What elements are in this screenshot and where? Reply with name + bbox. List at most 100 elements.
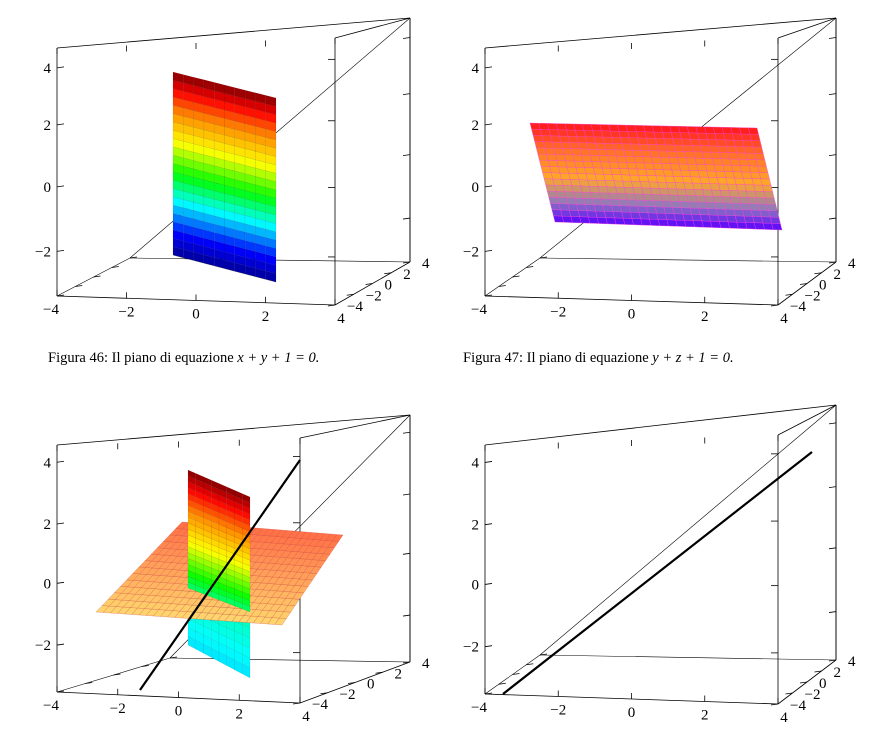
fig48-y-tick-label: 4 bbox=[422, 656, 430, 672]
fig46-x-tick-label: −4 bbox=[43, 302, 59, 318]
fig46-z-tick-label: 2 bbox=[44, 118, 52, 134]
fig47-x-tick-label: 2 bbox=[701, 309, 709, 325]
fig46-z-tick-label: 0 bbox=[44, 180, 52, 196]
fig48-horizontal-surface-cell bbox=[332, 534, 344, 542]
fig48-y-tick-label: 0 bbox=[367, 677, 375, 693]
fig47-x-tick-label: −2 bbox=[550, 304, 566, 320]
fig46-y-tick-back bbox=[111, 266, 119, 268]
fig49-y-tick bbox=[770, 703, 779, 706]
fig47-box-edge bbox=[484, 17, 837, 49]
fig48-z-tick-back bbox=[402, 614, 411, 617]
fig47-x-tick-label: 0 bbox=[628, 307, 636, 323]
fig46-surface-cell bbox=[265, 95, 277, 107]
fig48-x-tick-label: −4 bbox=[43, 698, 59, 714]
fig48-box-edge bbox=[169, 657, 411, 663]
fig48-x-tick-label: −2 bbox=[110, 701, 126, 717]
fig49-z-tick-label: −2 bbox=[463, 640, 479, 656]
fig46-y-tick-label: 0 bbox=[385, 278, 393, 294]
fig47-y-tick-back bbox=[498, 285, 506, 287]
fig49-y-tick-label: 4 bbox=[848, 654, 856, 670]
fig49-z-tick bbox=[484, 461, 493, 463]
fig47-surface-cell bbox=[763, 191, 775, 199]
fig46-x-tick-label: −2 bbox=[119, 304, 135, 320]
fig46-z-tick bbox=[56, 123, 65, 126]
fig47-y-tick-back bbox=[526, 266, 534, 268]
fig46-y-tick-label: −4 bbox=[347, 299, 363, 315]
fig47-surface-cell bbox=[766, 204, 778, 212]
fig48-y-tick-label: −4 bbox=[312, 697, 328, 713]
fig46-z-tick-back bbox=[402, 93, 411, 96]
fig48-y-tick-label: 2 bbox=[395, 666, 403, 682]
fig47-box-edge bbox=[539, 257, 837, 263]
fig49-box-edge bbox=[777, 404, 837, 436]
figure-47-caption: Figura 47: Il piano di equazione y + z +… bbox=[463, 350, 734, 367]
fig47-z-tick-label: 4 bbox=[472, 61, 480, 77]
fig46-y-tick-back bbox=[129, 256, 138, 259]
fig46-y-tick-label: 2 bbox=[403, 267, 411, 283]
fig48-z-tick-label: −2 bbox=[35, 638, 51, 654]
fig48-z-tick-label: 0 bbox=[44, 576, 52, 592]
fig48-intersection-line bbox=[139, 459, 301, 691]
fig47-y-tick-label: 0 bbox=[819, 278, 827, 294]
fig49-y-tick-label: 2 bbox=[834, 665, 842, 681]
fig47-y-tick bbox=[799, 283, 808, 285]
fig48-z-tick bbox=[56, 643, 65, 646]
fig46-z-tick-back bbox=[402, 154, 411, 157]
fig49-z-tick bbox=[484, 523, 493, 526]
fig49-y-tick bbox=[785, 692, 793, 695]
figure-46-equation: x + y + 1 = 0. bbox=[237, 350, 320, 366]
fig49-z-tick-back bbox=[828, 611, 837, 613]
fig48-y-tick-back bbox=[56, 690, 65, 693]
figure-47-equation: y + z + 1 = 0. bbox=[652, 350, 734, 366]
fig46-y-tick bbox=[327, 304, 336, 307]
fig49-box-edge bbox=[539, 654, 837, 661]
fig47-z-tick bbox=[484, 185, 493, 188]
fig48-y-tick bbox=[347, 682, 356, 684]
fig46-y-tick bbox=[384, 272, 392, 275]
fig47-surface-cell bbox=[754, 153, 766, 161]
fig48-y-tick bbox=[375, 671, 383, 674]
fig46-z-tick-label: 4 bbox=[44, 61, 52, 77]
fig47-surface-cell bbox=[771, 223, 783, 231]
fig48-z-tick bbox=[56, 460, 65, 463]
fig48-box-edge bbox=[56, 414, 411, 446]
fig48-x-tick-label: 4 bbox=[302, 709, 310, 725]
fig47-z-tick-back bbox=[828, 93, 837, 96]
fig46-y-tick-back bbox=[75, 285, 83, 287]
fig47-surface-cell bbox=[751, 140, 762, 148]
fig47-y-tick-label: 4 bbox=[848, 256, 856, 272]
fig49-y-tick-label: −4 bbox=[790, 698, 806, 714]
fig47-y-tick-back bbox=[484, 294, 493, 297]
fig49-z-tick bbox=[484, 583, 493, 585]
figure-46-text: Il piano di equazione bbox=[111, 350, 234, 366]
fig49-y-tick-label: −2 bbox=[805, 687, 821, 703]
fig46-box-edge bbox=[56, 17, 411, 49]
fig46-y-tick-label: 4 bbox=[422, 256, 430, 272]
fig48-y-tick-back bbox=[85, 682, 93, 684]
fig46-x-tick-label: 4 bbox=[337, 311, 345, 327]
fig47-y-tick bbox=[785, 293, 793, 296]
fig48-x-tick-label: 0 bbox=[175, 704, 183, 720]
fig47-surface-cell bbox=[760, 178, 772, 186]
fig49-y-tick-back bbox=[526, 663, 534, 666]
fig49-x-tick-label: 0 bbox=[628, 705, 636, 721]
fig47-z-tick-label: −2 bbox=[463, 244, 479, 260]
fig48-x-tick-label: 2 bbox=[236, 706, 244, 722]
fig48-y-tick bbox=[320, 692, 328, 695]
fig47-z-tick-back bbox=[828, 217, 837, 220]
fig47-z-tick bbox=[484, 249, 493, 252]
fig48-z-tick-back bbox=[402, 431, 411, 434]
fig47-surface-cell bbox=[748, 127, 759, 135]
fig49-y-tick bbox=[799, 681, 808, 684]
fig46-y-tick-label: −2 bbox=[366, 288, 382, 304]
fig49-z-tick-label: 4 bbox=[472, 455, 480, 471]
fig47-y-tick bbox=[770, 304, 779, 307]
fig48-z-tick bbox=[56, 522, 65, 525]
fig46-y-tick-back bbox=[93, 275, 101, 278]
fig49-y-tick-back bbox=[539, 653, 548, 656]
fig49-y-tick-back bbox=[484, 692, 493, 695]
fig48-z-tick-label: 2 bbox=[44, 517, 52, 533]
fig47-z-tick-label: 0 bbox=[472, 180, 480, 196]
fig48-upper-surface-cell bbox=[242, 493, 251, 504]
